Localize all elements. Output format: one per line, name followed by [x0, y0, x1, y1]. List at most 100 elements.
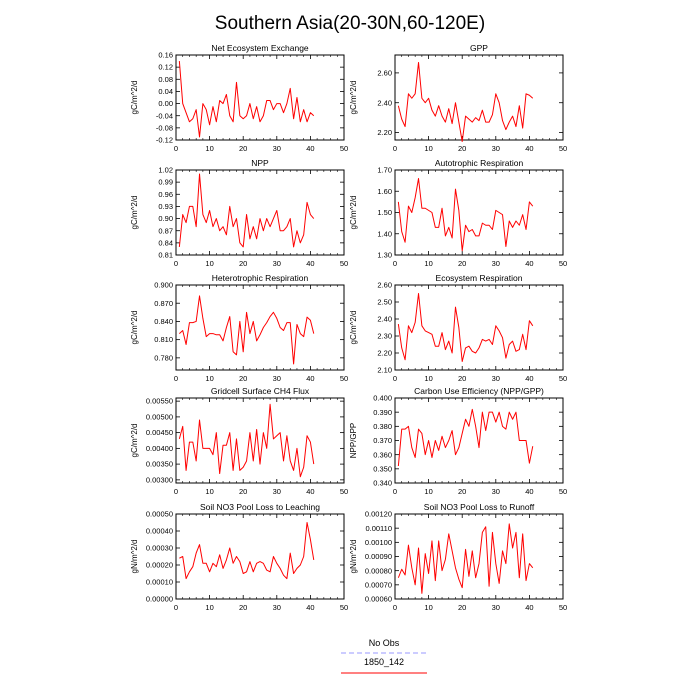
plot-frame [175, 54, 345, 141]
x-tick-label: 30 [492, 487, 500, 496]
panel-gridcell-surface-ch4-flux: Gridcell Surface CH4 Flux 0 10 20 30 40 50 0.00… [130, 386, 348, 496]
x-tick-label: 40 [525, 259, 533, 268]
x-tick-label: 20 [458, 144, 466, 153]
y-tick-label: 0.04 [158, 87, 173, 96]
x-tick-label: 0 [174, 487, 178, 496]
y-tick-label: 0.00110 [365, 524, 392, 533]
y-axis-label: gN/m^2/d [349, 540, 358, 574]
y-tick-label: 0.340 [373, 479, 392, 488]
series-line-1850-142 [178, 61, 315, 138]
y-tick-label: 0.16 [158, 51, 173, 60]
x-tick-label: 40 [306, 603, 314, 612]
series-line-1850-142 [397, 293, 534, 362]
series-line-1850-142 [397, 61, 534, 142]
y-tick-label: 0.00120 [365, 510, 392, 519]
y-tick-label: 0.00500 [146, 412, 173, 421]
figure-title: Southern Asia(20-30N,60-120E) [215, 13, 485, 34]
y-tick-label: 0.00100 [365, 538, 392, 547]
x-tick-label: 40 [306, 487, 314, 496]
y-tick-label: 0.400 [373, 394, 392, 403]
panel-net-ecosystem-exchange: Net Ecosystem Exchange 0 10 20 30 40 50 -0.12 -0… [130, 43, 348, 153]
y-tick-label: 0.00550 [146, 397, 173, 406]
panel-title: Gridcell Surface CH4 Flux [211, 386, 310, 396]
y-tick-label: 2.20 [377, 128, 392, 137]
panel-title: Soil NO3 Pool Loss to Runoff [424, 502, 535, 512]
x-tick-label: 30 [492, 603, 500, 612]
y-tick-label: 0.00000 [146, 595, 173, 604]
panel-title: NPP [251, 158, 269, 168]
x-tick-label: 0 [393, 487, 397, 496]
y-tick-label: 1.40 [377, 229, 392, 238]
x-tick-label: 40 [525, 374, 533, 383]
y-axis-label: gC/m^2/d [349, 196, 358, 230]
series-line-1850-142 [397, 408, 534, 467]
y-tick-label: 0.840 [154, 317, 173, 326]
panel-autotrophic-respiration: Autotrophic Respiration 0 10 20 30 40 50 1.30 1.… [349, 158, 567, 268]
x-tick-label: 40 [525, 487, 533, 496]
x-tick-label: 50 [340, 374, 348, 383]
y-tick-label: -0.12 [156, 136, 173, 145]
y-axis-label: gC/m^2/d [349, 81, 358, 115]
panel-heterotrophic-respiration: Heterotrophic Respiration 0 10 20 30 40 50 0.78… [130, 273, 348, 383]
y-tick-label: 0.00090 [365, 552, 392, 561]
x-tick-label: 30 [492, 259, 500, 268]
y-tick-label: 0.87 [158, 226, 173, 235]
plot-frame [175, 169, 345, 256]
x-tick-label: 20 [239, 374, 247, 383]
y-tick-label: 0.870 [154, 299, 173, 308]
x-tick-label: 40 [306, 144, 314, 153]
x-tick-label: 20 [239, 603, 247, 612]
series-line-1850-142 [178, 173, 315, 248]
y-tick-label: 0.81 [158, 251, 173, 260]
y-tick-label: 1.02 [158, 166, 173, 175]
x-tick-label: 50 [340, 603, 348, 612]
panel-soil-no3-pool-loss-to-runoff: Soil NO3 Pool Loss to Runoff 0 10 20 30 40 50 0… [349, 502, 567, 612]
x-tick-label: 0 [174, 603, 178, 612]
chart-panels: Net Ecosystem Exchange 0 10 20 30 40 50 -0.12 -0… [130, 43, 567, 612]
y-tick-label: 0.00070 [365, 580, 392, 589]
y-tick-label: 0.00080 [365, 566, 392, 575]
x-tick-label: 30 [273, 259, 281, 268]
y-tick-label: 0.810 [154, 335, 173, 344]
x-tick-label: 30 [273, 144, 281, 153]
y-axis-label: gC/m^2/d [130, 424, 139, 458]
x-tick-label: 10 [424, 374, 432, 383]
x-tick-label: 20 [458, 374, 466, 383]
x-tick-label: 10 [205, 144, 213, 153]
y-tick-label: 2.40 [377, 315, 392, 324]
plot-frame [175, 284, 345, 371]
y-tick-label: 0.00350 [146, 460, 173, 469]
x-tick-label: 50 [559, 259, 567, 268]
x-tick-label: 30 [273, 374, 281, 383]
x-tick-label: 30 [273, 487, 281, 496]
series-line-1850-142 [178, 403, 315, 478]
panel-gpp: GPP 0 10 20 30 40 50 2.20 2.40 2.60 gC/m^2/d [349, 43, 567, 153]
x-tick-label: 20 [458, 603, 466, 612]
y-tick-label: 0.00040 [146, 527, 173, 536]
x-tick-label: 10 [205, 603, 213, 612]
y-tick-label: 0.00450 [146, 428, 173, 437]
y-tick-label: 0.00400 [146, 444, 173, 453]
x-tick-label: 30 [492, 374, 500, 383]
x-tick-label: 20 [239, 487, 247, 496]
legend-label-no-obs: No Obs [369, 638, 400, 648]
x-tick-label: 0 [393, 603, 397, 612]
y-tick-label: 0.93 [158, 202, 173, 211]
y-tick-label: 0.00300 [146, 475, 173, 484]
y-axis-label: gN/m^2/d [130, 540, 139, 574]
x-tick-label: 0 [393, 374, 397, 383]
x-tick-label: 20 [458, 259, 466, 268]
x-tick-label: 50 [559, 144, 567, 153]
y-tick-label: 1.70 [377, 166, 392, 175]
x-tick-label: 10 [424, 487, 432, 496]
plot-frame [175, 513, 345, 600]
x-tick-label: 10 [424, 259, 432, 268]
x-tick-label: 0 [174, 259, 178, 268]
panel-npp: NPP 0 10 20 30 40 50 0.81 0.84 0.87 0.90 0.93 0.96 0.… [130, 158, 348, 268]
y-tick-label: 0.370 [373, 436, 392, 445]
panel-title: Net Ecosystem Exchange [211, 43, 309, 53]
plot-frame [175, 397, 345, 484]
panel-ecosystem-respiration: Ecosystem Respiration 0 10 20 30 40 50 2.10 2.20… [349, 273, 567, 383]
y-tick-label: 0.00020 [146, 561, 173, 570]
